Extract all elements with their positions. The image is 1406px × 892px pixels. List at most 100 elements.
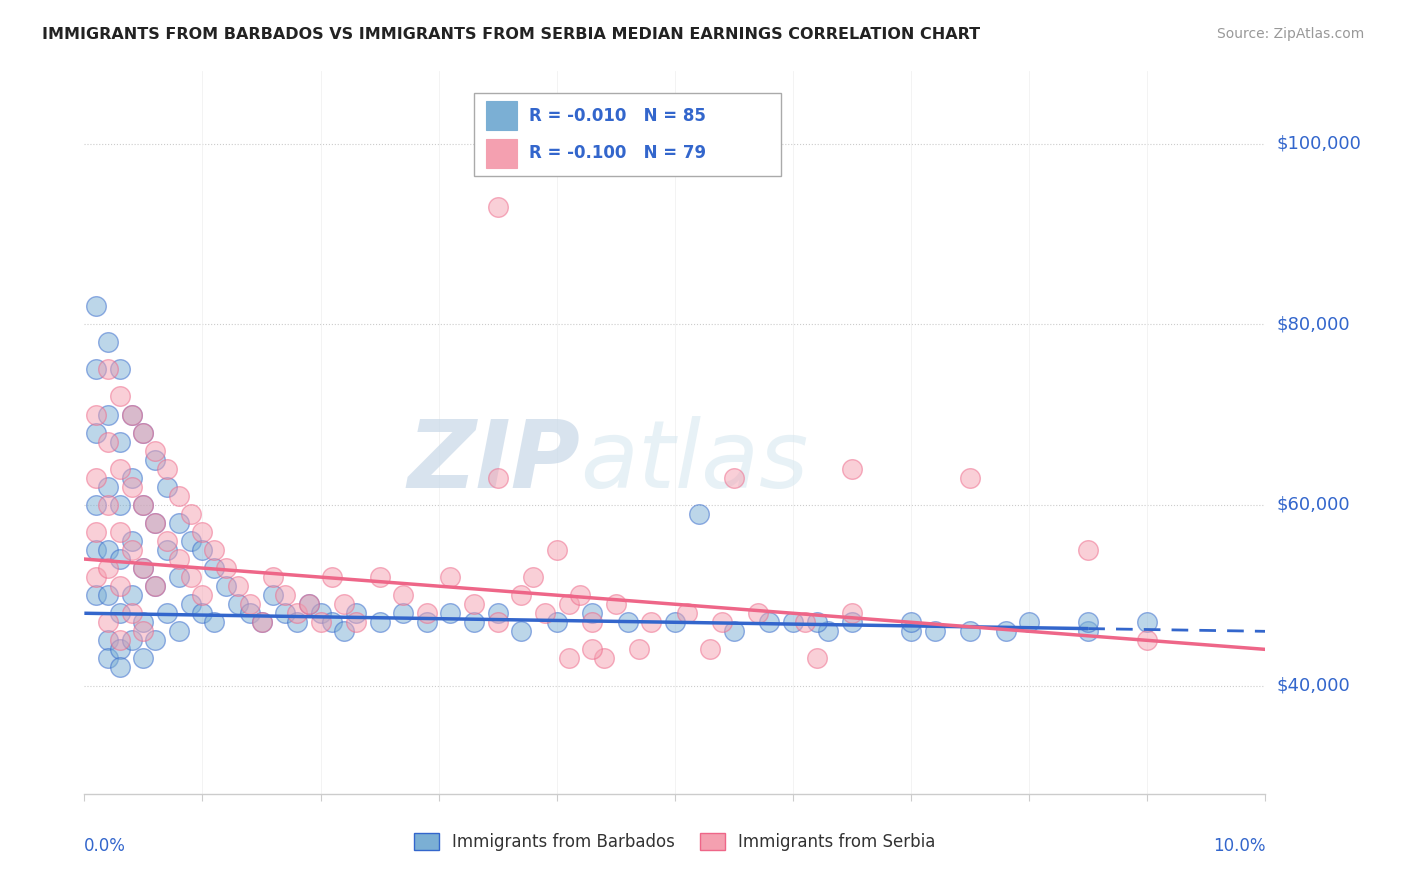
Point — [202, 615, 225, 630]
Point — [510, 588, 533, 602]
Point — [121, 480, 143, 494]
Point — [1077, 624, 1099, 639]
Text: 10.0%: 10.0% — [1213, 838, 1265, 855]
Point — [108, 390, 131, 404]
Point — [486, 200, 509, 214]
Point — [202, 561, 225, 575]
Point — [392, 588, 415, 602]
Point — [156, 607, 179, 621]
Point — [344, 615, 367, 630]
Point — [226, 579, 249, 593]
Point — [143, 633, 166, 648]
Point — [309, 607, 332, 621]
Point — [132, 498, 155, 512]
Point — [121, 543, 143, 558]
Point — [191, 524, 214, 539]
Point — [191, 543, 214, 558]
Point — [108, 579, 131, 593]
Point — [250, 615, 273, 630]
Point — [262, 570, 284, 584]
Point — [121, 471, 143, 485]
Point — [605, 597, 627, 611]
Text: $40,000: $40,000 — [1277, 676, 1350, 695]
Point — [215, 561, 238, 575]
Point — [143, 516, 166, 530]
Point — [108, 642, 131, 657]
Point — [121, 588, 143, 602]
Point — [581, 642, 603, 657]
Point — [368, 615, 391, 630]
Point — [557, 597, 579, 611]
Point — [108, 552, 131, 566]
Point — [900, 624, 922, 639]
Point — [274, 588, 297, 602]
Point — [675, 607, 697, 621]
Point — [510, 624, 533, 639]
Point — [84, 524, 107, 539]
Point — [298, 597, 321, 611]
Point — [416, 615, 439, 630]
Point — [309, 615, 332, 630]
Point — [546, 615, 568, 630]
Point — [132, 615, 155, 630]
Point — [758, 615, 780, 630]
Text: IMMIGRANTS FROM BARBADOS VS IMMIGRANTS FROM SERBIA MEDIAN EARNINGS CORRELATION C: IMMIGRANTS FROM BARBADOS VS IMMIGRANTS F… — [42, 27, 980, 42]
Point — [239, 607, 262, 621]
Point — [900, 615, 922, 630]
Point — [97, 362, 120, 376]
Point — [593, 651, 616, 665]
Point — [132, 561, 155, 575]
Point — [841, 462, 863, 476]
Point — [368, 570, 391, 584]
Point — [143, 516, 166, 530]
Point — [841, 607, 863, 621]
Point — [97, 498, 120, 512]
Point — [84, 588, 107, 602]
Point — [616, 615, 638, 630]
Point — [333, 624, 356, 639]
Point — [793, 615, 815, 630]
Point — [1018, 615, 1040, 630]
Point — [782, 615, 804, 630]
Point — [156, 462, 179, 476]
Point — [84, 362, 107, 376]
Point — [108, 607, 131, 621]
Text: atlas: atlas — [581, 416, 808, 507]
Point — [191, 588, 214, 602]
Point — [688, 507, 710, 521]
Point — [699, 642, 721, 657]
Point — [664, 615, 686, 630]
Point — [97, 633, 120, 648]
Point — [108, 434, 131, 449]
Point — [817, 624, 839, 639]
Point — [250, 615, 273, 630]
Point — [546, 543, 568, 558]
Point — [841, 615, 863, 630]
Point — [557, 651, 579, 665]
Point — [97, 588, 120, 602]
Point — [534, 607, 557, 621]
Point — [97, 651, 120, 665]
Point — [156, 543, 179, 558]
Point — [274, 607, 297, 621]
Point — [84, 425, 107, 440]
Point — [108, 524, 131, 539]
Point — [285, 607, 308, 621]
Point — [84, 498, 107, 512]
Point — [180, 597, 202, 611]
Text: ZIP: ZIP — [408, 416, 581, 508]
Text: $60,000: $60,000 — [1277, 496, 1350, 514]
Point — [711, 615, 734, 630]
Text: $100,000: $100,000 — [1277, 135, 1361, 153]
Point — [522, 570, 544, 584]
Point — [167, 624, 190, 639]
Point — [202, 543, 225, 558]
Point — [143, 579, 166, 593]
Point — [1136, 615, 1159, 630]
Point — [215, 579, 238, 593]
Point — [97, 615, 120, 630]
Point — [84, 543, 107, 558]
Point — [132, 651, 155, 665]
Point — [97, 408, 120, 422]
Point — [132, 498, 155, 512]
